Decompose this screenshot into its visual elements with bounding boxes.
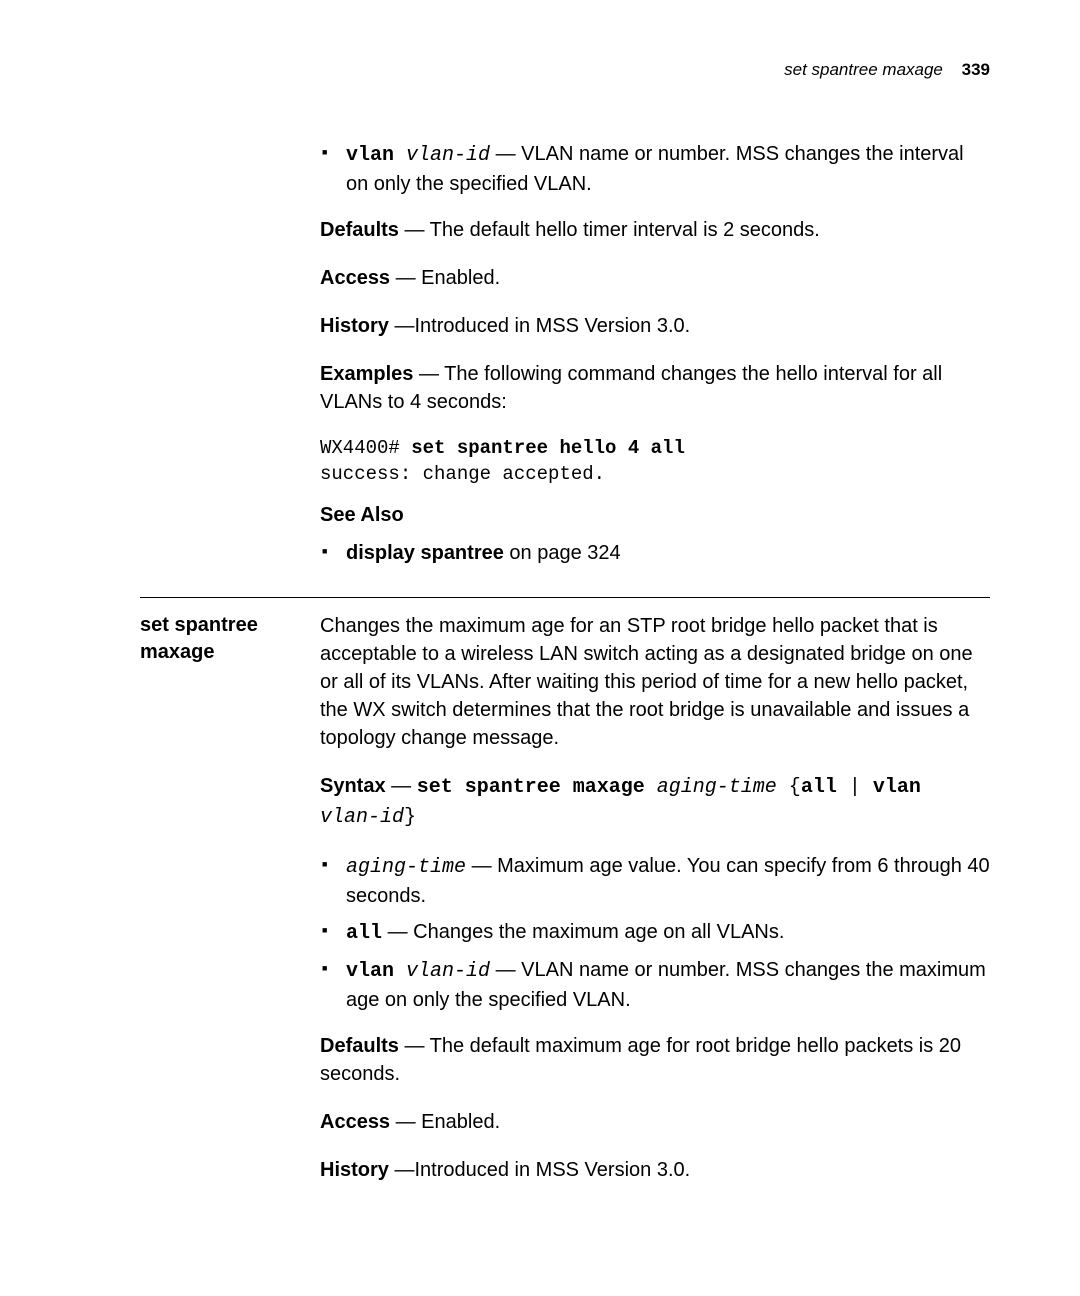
section-title-line1: set spantree [140,614,258,636]
list-item: vlan vlan-id — VLAN name or number. MSS … [320,140,990,198]
examples-text: — The following command changes the hell… [320,363,942,413]
syntax-pipe: | [837,776,873,799]
code-prompt: WX4400# [320,437,411,459]
list-item: all — Changes the maximum age on all VLA… [320,918,990,948]
examples-label: Examples [320,363,413,385]
syntax-label: Syntax [320,775,386,797]
bullet-text: — Changes the maximum age on all VLANs. [382,921,784,943]
syntax-dash: — [386,775,417,797]
top-bullet-list: vlan vlan-id — VLAN name or number. MSS … [320,140,990,198]
section-title: set spantree maxage [140,612,320,1204]
access-line: Access — Enabled. [320,264,990,292]
code-param: vlan-id [394,960,490,983]
list-item: display spantree on page 324 [320,539,990,567]
access-text: — Enabled. [390,267,500,289]
syntax-brace-close: } [404,806,416,829]
defaults-line: Defaults — The default hello timer inter… [320,216,990,244]
syntax-bullet-list: aging-time — Maximum age value. You can … [320,852,990,1014]
page-number: 339 [962,60,990,79]
access-line: Access — Enabled. [320,1108,990,1136]
see-also-heading: See Also [320,501,990,529]
code-param: vlan-id [394,144,490,167]
running-header: set spantree maxage 339 [140,60,990,80]
code-param: aging-time [346,856,466,879]
history-label: History [320,1159,389,1181]
history-text: —Introduced in MSS Version 3.0. [389,1159,690,1181]
code-response: success: change accepted. [320,463,605,485]
defaults-text: — The default hello timer interval is 2 … [399,219,820,241]
history-text: —Introduced in MSS Version 3.0. [389,315,690,337]
section-set-spantree-maxage: set spantree maxage Changes the maximum … [140,597,990,1204]
syntax-brace-open: { [777,776,801,799]
see-also-link: display spantree [346,542,504,564]
defaults-text: — The default maximum age for root bridg… [320,1035,961,1085]
running-title: set spantree maxage [784,60,943,79]
see-also-list: display spantree on page 324 [320,539,990,567]
access-label: Access [320,267,390,289]
top-content: vlan vlan-id — VLAN name or number. MSS … [320,140,990,567]
list-item: aging-time — Maximum age value. You can … [320,852,990,910]
history-line: History —Introduced in MSS Version 3.0. [320,1156,990,1184]
syntax-vlan: vlan [873,776,921,799]
syntax-all: all [801,776,837,799]
example-code-block: WX4400# set spantree hello 4 all success… [320,436,990,487]
see-also-rest: on page 324 [504,542,621,564]
access-label: Access [320,1111,390,1133]
code-keyword: vlan [346,960,394,983]
defaults-line: Defaults — The default maximum age for r… [320,1032,990,1088]
page: set spantree maxage 339 vlan vlan-id — V… [0,0,1080,1264]
defaults-label: Defaults [320,219,399,241]
section-title-line2: maxage [140,641,215,663]
syntax-line: Syntax — set spantree maxage aging-time … [320,772,990,832]
code-keyword: vlan [346,144,394,167]
syntax-vlanid: vlan-id [320,806,404,829]
access-text: — Enabled. [390,1111,500,1133]
code-keyword: all [346,922,382,945]
section-intro: Changes the maximum age for an STP root … [320,612,990,752]
syntax-cmd: set spantree maxage [417,776,645,799]
history-label: History [320,315,389,337]
section-body: Changes the maximum age for an STP root … [320,612,990,1204]
code-command: set spantree hello 4 all [411,437,685,459]
examples-line: Examples — The following command changes… [320,360,990,416]
list-item: vlan vlan-id — VLAN name or number. MSS … [320,956,990,1014]
syntax-param: aging-time [645,776,777,799]
defaults-label: Defaults [320,1035,399,1057]
history-line: History —Introduced in MSS Version 3.0. [320,312,990,340]
